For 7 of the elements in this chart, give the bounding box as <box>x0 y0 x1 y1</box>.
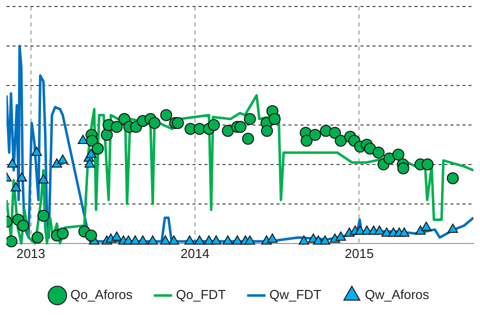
legend-label: Qo_Aforos <box>70 287 133 302</box>
x-tick-label: 2015 <box>344 246 374 261</box>
legend-label: Qw_FDT <box>269 287 322 302</box>
x-tick-label: 2014 <box>180 246 210 261</box>
legend-label: Qo_FDT <box>176 287 226 302</box>
legend-label: Qw_Aforos <box>364 287 430 302</box>
x-tick-label: 2013 <box>16 246 46 261</box>
